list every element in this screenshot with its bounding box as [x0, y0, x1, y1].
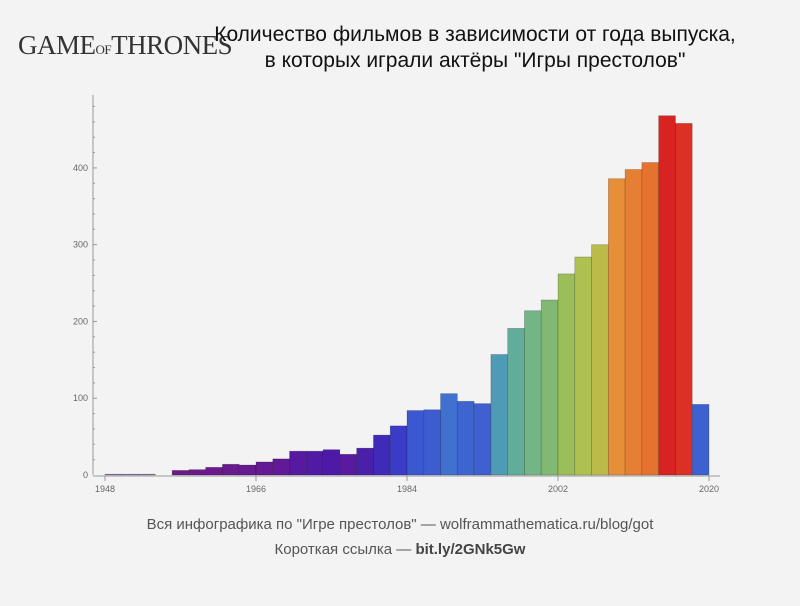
bar-2006 — [591, 244, 609, 476]
bar-1956 — [171, 470, 190, 476]
bar-1982 — [389, 425, 408, 476]
bar-1950 — [121, 473, 139, 476]
bar-1960 — [205, 466, 223, 476]
y-tick-label: 400 — [73, 163, 88, 173]
bar-1958 — [188, 469, 207, 476]
title-line-1: Количество фильмов в зависимости от года… — [214, 23, 736, 46]
bar-1952 — [138, 473, 156, 476]
bar-1966 — [255, 461, 274, 476]
y-tick-label: 200 — [73, 316, 88, 326]
bar-1990 — [456, 400, 475, 476]
bar-1996 — [507, 328, 525, 476]
title-line-2: в которых играли актёры "Игры престолов" — [264, 49, 686, 72]
short-link[interactable]: bit.ly/2GNk5Gw — [415, 541, 526, 558]
bar-2018 — [691, 404, 710, 476]
bar-1972 — [305, 450, 324, 476]
bars — [104, 115, 710, 476]
bar-1976 — [339, 453, 358, 476]
bar-1968 — [272, 458, 290, 476]
axes: 0 100 200 300 400 1948 1966 1984 2002 2020 — [73, 95, 720, 494]
bar-1964 — [238, 464, 257, 476]
bar-1998 — [524, 310, 542, 476]
bar-1984 — [406, 410, 425, 476]
x-tick-label: 1948 — [95, 484, 115, 494]
bar-1962 — [222, 463, 240, 476]
bar-2010 — [624, 169, 643, 476]
bar-1992 — [473, 403, 492, 476]
bar-2016 — [675, 123, 693, 476]
bar-1994 — [490, 354, 509, 476]
y-tick-label: 300 — [73, 240, 88, 250]
bar-2012 — [641, 162, 660, 476]
x-tick-label: 2002 — [548, 484, 568, 494]
chart-title: Количество фильмов в зависимости от года… — [205, 22, 745, 74]
x-tick-label: 2020 — [699, 484, 719, 494]
x-tick-label: 1984 — [397, 484, 417, 494]
bar-2000 — [540, 299, 559, 476]
bar-1974 — [322, 449, 341, 476]
bar-1970 — [289, 450, 307, 476]
x-tick-label: 1966 — [246, 484, 266, 494]
game-of-thrones-logo: GAMEOFTHRONES — [18, 30, 233, 60]
bar-1978 — [356, 447, 374, 476]
bar-2008 — [607, 178, 626, 476]
y-tick-label: 100 — [73, 393, 88, 403]
footer-infographics-link: Вся инфографика по "Игре престолов" — wo… — [146, 516, 654, 533]
bar-1980 — [373, 434, 391, 476]
bar-2004 — [574, 256, 592, 476]
short-link-label: Короткая ссылка — — [274, 541, 416, 558]
bar-1948 — [104, 473, 123, 476]
bar-2014 — [658, 115, 676, 476]
footer-short-link: Короткая ссылка — bit.ly/2GNk5Gw — [0, 541, 800, 558]
y-tick-label: 0 — [83, 470, 88, 480]
bar-2002 — [557, 273, 576, 476]
bar-1986 — [423, 409, 441, 476]
bar-1988 — [440, 393, 458, 476]
